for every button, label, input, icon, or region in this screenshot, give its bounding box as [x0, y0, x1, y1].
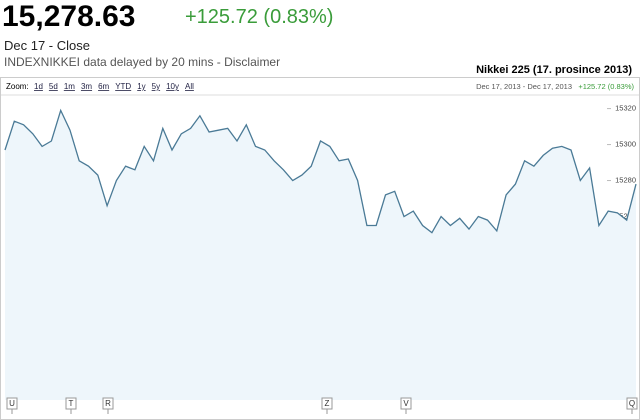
- y-tick-label: 15300: [615, 140, 636, 149]
- event-label: V: [403, 399, 409, 408]
- quote-header: 15,278.63 +125.72 (0.83%) Dec 17 - Close…: [0, 0, 640, 80]
- y-tick-label: 15320: [615, 104, 636, 113]
- event-label: R: [105, 399, 111, 408]
- chart-title: Nikkei 225 (17. prosince 2013): [476, 64, 632, 76]
- zoom-option[interactable]: 3m: [81, 82, 92, 91]
- zoom-option[interactable]: YTD: [115, 82, 131, 91]
- line: [4, 108, 637, 234]
- range-label: Dec 17, 2013 - Dec 17, 2013: [476, 82, 572, 91]
- zoom-option[interactable]: All: [185, 82, 194, 91]
- zoom-option[interactable]: 5y: [152, 82, 160, 91]
- zoom-label: Zoom:: [6, 82, 29, 91]
- zoom-option[interactable]: 5d: [49, 82, 58, 91]
- zoom-option[interactable]: 6m: [98, 82, 109, 91]
- price: 15,278.63: [2, 0, 136, 33]
- event-label: T: [69, 399, 74, 408]
- event-label: Z: [325, 399, 330, 408]
- area: [5, 110, 636, 401]
- y-tick-label: 15260: [615, 212, 636, 221]
- source-note[interactable]: INDEXNIKKEI data delayed by 20 mins - Di…: [4, 55, 281, 69]
- zoom-option[interactable]: 1m: [64, 82, 75, 91]
- range-change: +125.72 (0.83%): [578, 82, 634, 91]
- zoom-option[interactable]: 1d: [34, 82, 43, 91]
- y-tick-label: 15280: [615, 176, 636, 185]
- close-date: Dec 17 - Close: [4, 38, 90, 53]
- event-label: Q: [629, 399, 635, 408]
- event-label: U: [9, 399, 15, 408]
- change: +125.72 (0.83%): [185, 6, 334, 28]
- zoom-option[interactable]: 1y: [137, 82, 145, 91]
- zoom-option[interactable]: 10y: [166, 82, 179, 91]
